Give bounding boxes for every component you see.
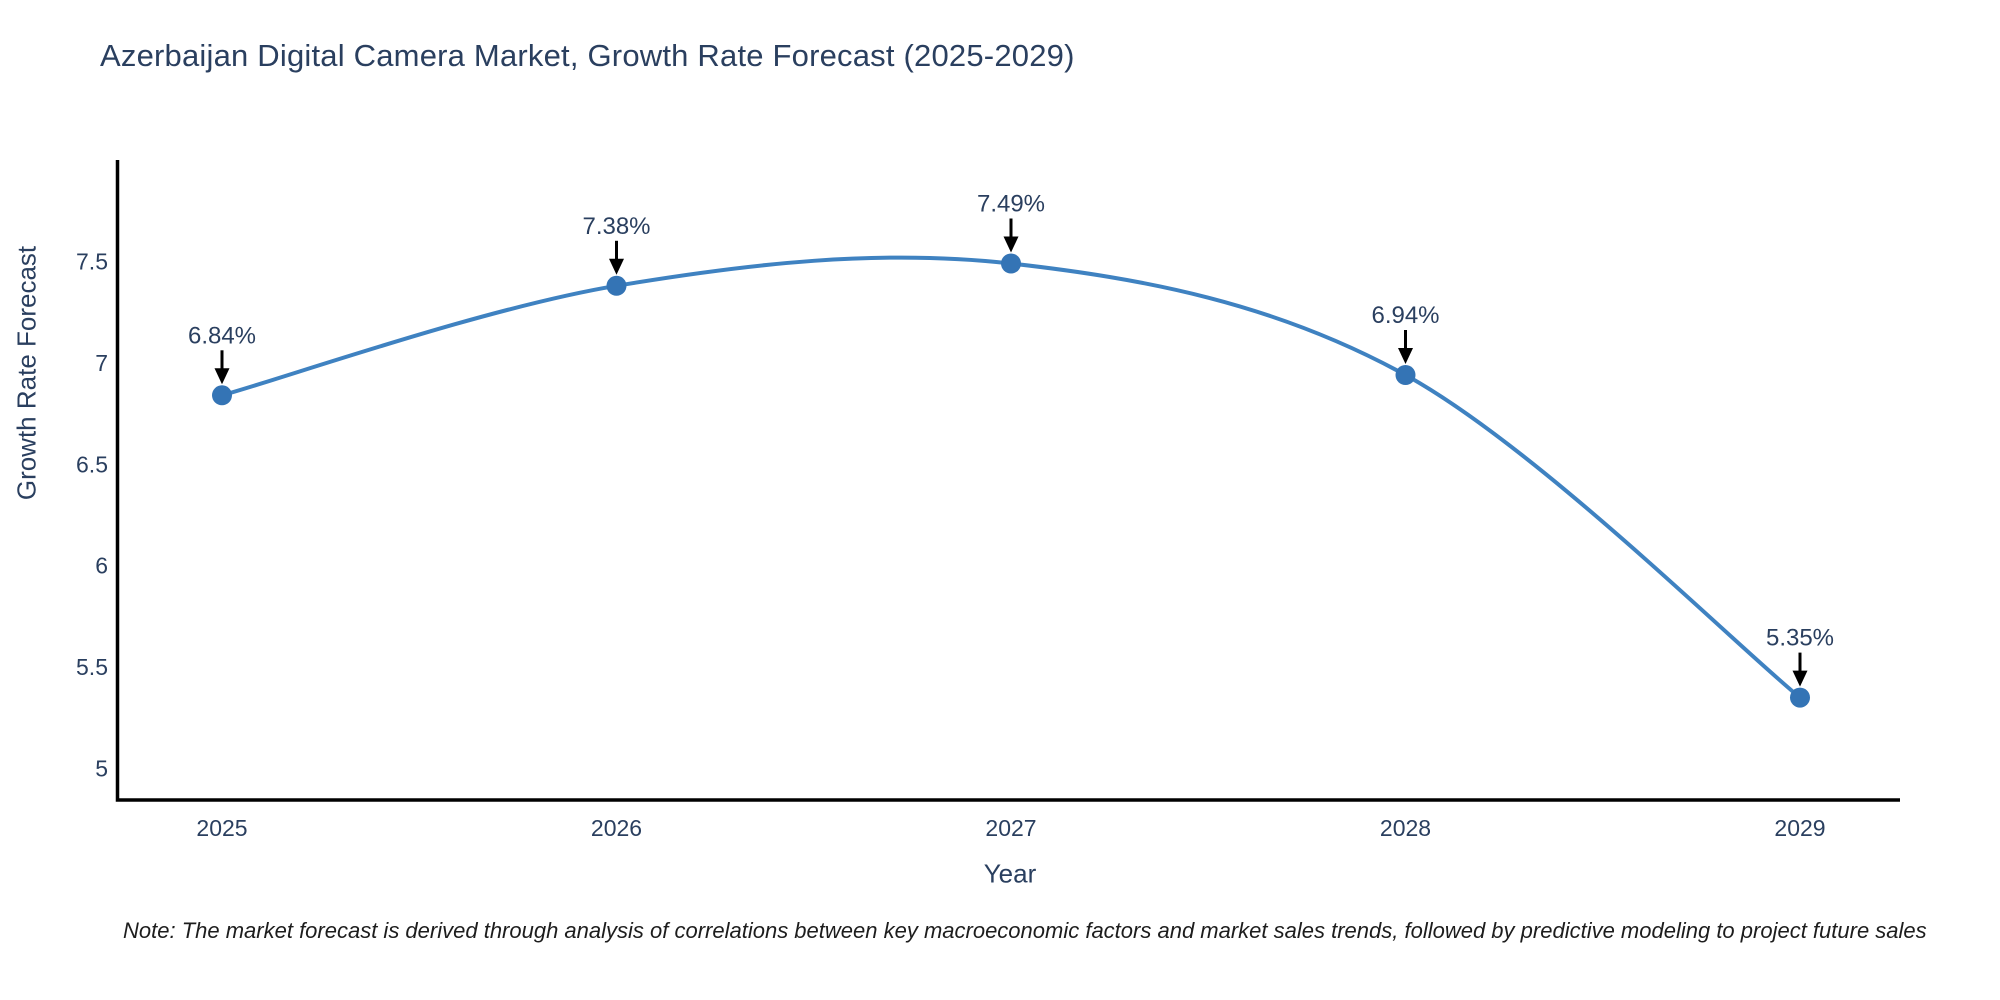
y-axis-tick-label: 6.5 — [76, 451, 108, 477]
annotation-arrowhead-icon — [1398, 348, 1413, 364]
x-axis-tick-label: 2026 — [591, 815, 642, 841]
axis-lines — [115, 160, 1900, 802]
x-axis-tick-label: 2025 — [196, 815, 247, 841]
annotation-arrowhead-icon — [1003, 236, 1019, 253]
point-annotation-label: 6.94% — [1371, 302, 1439, 329]
y-axis-tick-label: 7.5 — [76, 248, 108, 274]
x-axis-title: Year — [983, 858, 1037, 889]
point-annotation-label: 5.35% — [1766, 625, 1834, 652]
point-annotation-label: 7.38% — [582, 213, 650, 240]
data-point-marker — [212, 385, 232, 406]
annotation-arrowhead-icon — [609, 258, 624, 275]
y-axis-tick-label: 5.5 — [76, 654, 108, 680]
footnote: Note: The market forecast is derived thr… — [123, 918, 1927, 943]
y-axis-tick-label: 7 — [95, 350, 108, 376]
annotation-arrowhead-icon — [1792, 670, 1808, 687]
data-point-marker — [1001, 253, 1021, 274]
chart-title: Azerbaijan Digital Camera Market, Growth… — [100, 38, 1075, 73]
point-annotation-label: 6.84% — [188, 322, 256, 349]
data-point-marker — [606, 275, 627, 296]
data-point-marker — [1790, 687, 1810, 708]
annotation-arrowhead-icon — [214, 368, 230, 385]
x-axis-tick-label: 2029 — [1774, 815, 1825, 841]
y-axis-tick-label: 5 — [95, 756, 108, 782]
x-axis-tick-label: 2027 — [985, 815, 1036, 841]
data-point-marker — [1395, 365, 1416, 385]
y-axis-tick-label: 6 — [95, 553, 108, 579]
point-annotation-label: 7.49% — [977, 191, 1045, 218]
series-line — [220, 255, 1802, 700]
x-axis-tick-label: 2028 — [1380, 815, 1431, 841]
